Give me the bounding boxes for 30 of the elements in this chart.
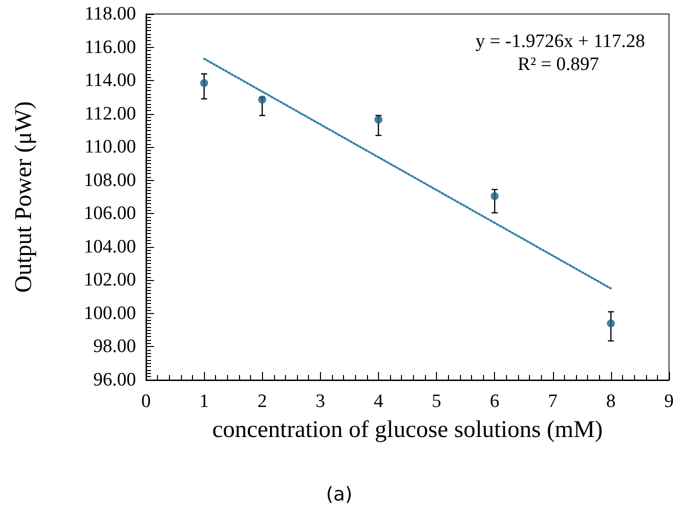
x-tick-label: 1 xyxy=(199,391,209,412)
y-tick-label: 106.00 xyxy=(84,203,136,224)
y-tick-label: 102.00 xyxy=(84,270,136,291)
y-tick-label: 112.00 xyxy=(84,103,136,124)
y-tick-label: 104.00 xyxy=(84,236,136,258)
point xyxy=(606,319,615,328)
x-tick-label: 4 xyxy=(374,391,384,412)
x-tick-label: 6 xyxy=(490,391,500,412)
x-tick-label: 3 xyxy=(316,391,326,412)
y-axis-title: Output Power (μW) xyxy=(11,101,37,293)
point xyxy=(490,192,499,200)
x-tick-label: 5 xyxy=(432,391,442,412)
x-tick-label: 0 xyxy=(141,391,151,412)
y-tick-label: 96.00 xyxy=(93,370,136,390)
y-tick-label: 100.00 xyxy=(84,302,136,324)
x-tick-label: 2 xyxy=(257,391,267,412)
annotation: R² = 0.897 xyxy=(518,54,600,75)
annotation: y = -1.9726x + 117.28 xyxy=(475,31,646,52)
text: (a) xyxy=(326,484,352,506)
x-tick-label: 7 xyxy=(548,391,558,412)
point xyxy=(200,79,208,88)
y-tick-label: 116.00 xyxy=(84,36,136,58)
y-tick-label: 110.00 xyxy=(84,136,136,158)
y-tick-label: 114.00 xyxy=(84,70,136,92)
x-tick-label: 8 xyxy=(606,391,616,412)
x-axis-title: concentration of glucose solutions (mM) xyxy=(212,417,603,443)
y-tick-label: 108.00 xyxy=(84,170,136,191)
x-tick-label: 9 xyxy=(664,391,674,412)
y-tick-label: 98.00 xyxy=(93,336,136,358)
y-tick-label: 118.00 xyxy=(84,4,136,24)
